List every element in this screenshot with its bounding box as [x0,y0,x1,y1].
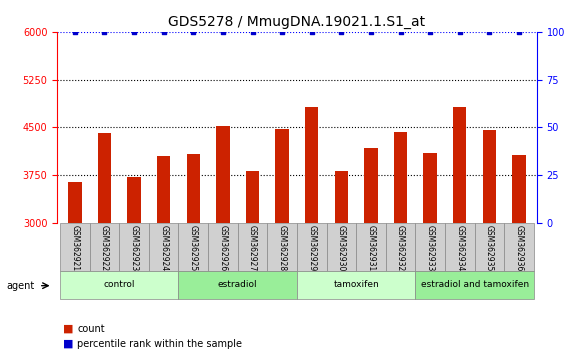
Text: GSM362928: GSM362928 [278,225,287,272]
Point [278,29,287,35]
Bar [216,126,230,223]
Bar [179,223,208,271]
Bar [187,154,200,223]
Text: estradiol: estradiol [218,280,258,290]
Bar [424,153,437,223]
Text: GSM362936: GSM362936 [514,225,524,272]
Text: GSM362934: GSM362934 [455,225,464,272]
Bar [386,223,415,271]
Point [396,29,405,35]
Bar [364,148,377,223]
Bar [415,223,445,271]
Bar [305,107,319,223]
Text: control: control [103,280,135,290]
Point [189,29,198,35]
Bar [335,171,348,223]
Bar [127,177,140,223]
Point [248,29,257,35]
Bar [98,132,111,223]
Bar [327,223,356,271]
Bar [157,156,170,223]
Bar [60,271,179,299]
Point [455,29,464,35]
Text: agent: agent [7,281,35,291]
Bar [179,271,297,299]
Point [100,29,109,35]
Text: GSM362931: GSM362931 [367,225,376,272]
Point [425,29,435,35]
Text: GSM362924: GSM362924 [159,225,168,272]
Text: estradiol and tamoxifen: estradiol and tamoxifen [420,280,529,290]
Text: GSM362922: GSM362922 [100,225,109,272]
Text: percentile rank within the sample: percentile rank within the sample [77,339,242,349]
Text: GSM362925: GSM362925 [189,225,198,272]
Text: GSM362932: GSM362932 [396,225,405,272]
Point [485,29,494,35]
Text: GSM362926: GSM362926 [218,225,227,272]
Text: GSM362935: GSM362935 [485,225,494,272]
Bar [475,223,504,271]
Bar [453,107,467,223]
Text: GSM362929: GSM362929 [307,225,316,272]
Bar [394,132,407,223]
Bar [297,271,415,299]
Text: GSM362927: GSM362927 [248,225,257,272]
Bar [60,223,90,271]
Bar [415,271,534,299]
Bar [149,223,179,271]
Title: GDS5278 / MmugDNA.19021.1.S1_at: GDS5278 / MmugDNA.19021.1.S1_at [168,16,425,29]
Text: tamoxifen: tamoxifen [333,280,379,290]
Point [514,29,524,35]
Text: GSM362930: GSM362930 [337,225,346,272]
Point [367,29,376,35]
Bar [68,182,82,223]
Bar [512,155,526,223]
Bar [119,223,149,271]
Point [307,29,316,35]
Text: GSM362933: GSM362933 [425,225,435,272]
Bar [445,223,475,271]
Bar [267,223,297,271]
Bar [297,223,327,271]
Bar [90,223,119,271]
Point [159,29,168,35]
Bar [246,171,259,223]
Bar [208,223,238,271]
Bar [482,130,496,223]
Point [218,29,227,35]
Bar [238,223,267,271]
Text: GSM362921: GSM362921 [70,225,79,272]
Bar [275,129,289,223]
Text: GSM362923: GSM362923 [130,225,139,272]
Point [70,29,79,35]
Text: ■: ■ [63,339,73,349]
Text: count: count [77,324,104,333]
Point [337,29,346,35]
Bar [356,223,386,271]
Point [130,29,139,35]
Text: ■: ■ [63,324,73,333]
Bar [504,223,534,271]
